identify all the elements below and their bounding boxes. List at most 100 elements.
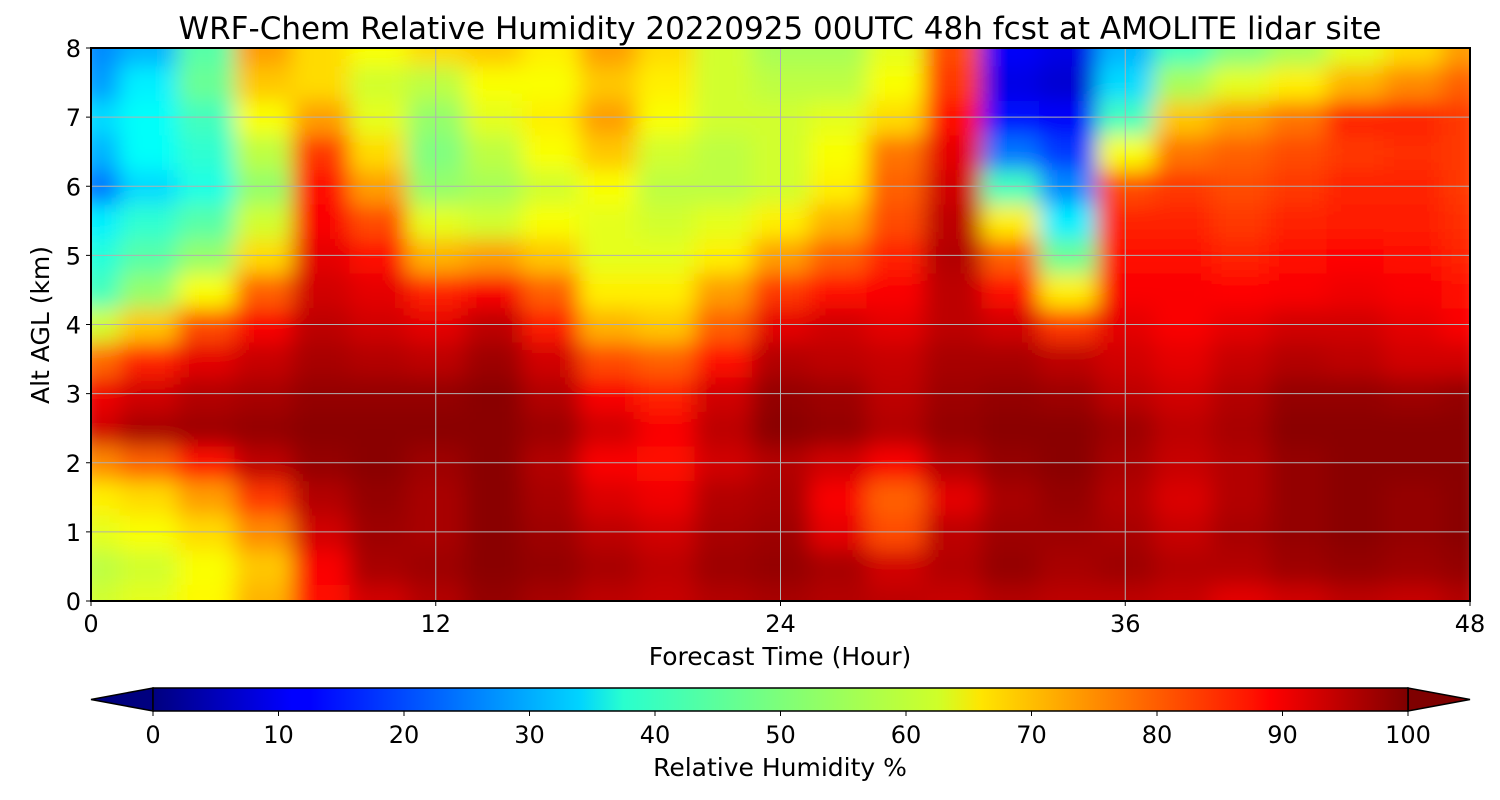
heatmap-cell xyxy=(866,445,926,482)
heatmap-cell xyxy=(1268,134,1328,170)
heatmap-cell xyxy=(119,169,179,205)
heatmap-cell xyxy=(1441,410,1470,447)
heatmap-cell xyxy=(292,410,351,447)
heatmap-cell xyxy=(694,410,753,447)
heatmap-cell xyxy=(981,341,1041,378)
heatmap-cell xyxy=(464,410,523,447)
heatmap-cell xyxy=(694,549,753,585)
heatmap-cell xyxy=(1154,514,1213,551)
heatmap-cell xyxy=(1154,134,1213,170)
heatmap-cell xyxy=(292,48,351,67)
colorbar-tick-label: 90 xyxy=(1267,721,1298,749)
heatmap-cell xyxy=(981,238,1041,274)
colorbar-tick-label: 50 xyxy=(765,721,796,749)
y-tick-label: 6 xyxy=(66,173,81,201)
heatmap-cell xyxy=(579,65,638,101)
heatmap-cell xyxy=(292,203,351,240)
colorbar-tick-label: 30 xyxy=(514,721,545,749)
heatmap-cell xyxy=(809,410,868,447)
heatmap-cell xyxy=(1383,272,1443,309)
heatmap-cell xyxy=(924,203,983,240)
heatmap-cell xyxy=(349,514,409,551)
heatmap-cell xyxy=(1268,169,1328,205)
heatmap-cell xyxy=(1039,410,1098,447)
heatmap-cell xyxy=(349,445,409,482)
heatmap-cell xyxy=(1383,203,1443,240)
heatmap-cell xyxy=(349,65,409,101)
heatmap-cell xyxy=(1441,238,1470,274)
heatmap-cell xyxy=(579,410,638,447)
heatmap-cell xyxy=(91,169,121,205)
heatmap-cell xyxy=(694,341,753,378)
heatmap-cell xyxy=(464,583,523,601)
heatmap-cell xyxy=(234,169,294,205)
heatmap-cell xyxy=(464,134,523,170)
heatmap-cell xyxy=(119,549,179,585)
heatmap-cell xyxy=(1211,549,1270,585)
heatmap-cell xyxy=(981,514,1041,551)
heatmap-cell xyxy=(292,272,351,309)
heatmap-cell xyxy=(1441,203,1470,240)
heatmap-cell xyxy=(924,238,983,274)
heatmap-cell xyxy=(981,410,1041,447)
heatmap-cell xyxy=(1326,410,1385,447)
heatmap-cell xyxy=(1268,238,1328,274)
heatmap-cell xyxy=(1154,48,1213,67)
heatmap-cell xyxy=(464,238,523,274)
heatmap-cell xyxy=(866,203,926,240)
heatmap-cell xyxy=(1154,480,1213,516)
heatmap-cell xyxy=(866,480,926,516)
x-tick-label: 0 xyxy=(83,610,98,638)
heatmap-cell xyxy=(1383,238,1443,274)
heatmap-cell xyxy=(751,48,811,67)
colorbar-tick-label: 10 xyxy=(263,721,294,749)
heatmap-cell xyxy=(119,272,179,309)
heatmap-cell xyxy=(579,583,638,601)
heatmap-cell xyxy=(349,272,409,309)
heatmap-cell xyxy=(981,134,1041,170)
heatmap-cell xyxy=(751,65,811,101)
heatmap-cell xyxy=(809,169,868,205)
heatmap-cell xyxy=(694,134,753,170)
y-tick-label: 7 xyxy=(66,104,81,132)
heatmap-cell xyxy=(349,583,409,601)
heatmap-cell xyxy=(177,169,236,205)
heatmap-cell xyxy=(924,65,983,101)
heatmap-cell xyxy=(809,341,868,378)
colorbar-tick-label: 40 xyxy=(640,721,671,749)
y-axis-label: Alt AGL (km) xyxy=(26,246,55,404)
heatmap-cell xyxy=(464,445,523,482)
heatmap-cell xyxy=(924,272,983,309)
heatmap-cell xyxy=(579,272,638,309)
heatmap-cell xyxy=(866,549,926,585)
heatmap-cell xyxy=(1441,272,1470,309)
heatmap-cell xyxy=(91,410,121,447)
heatmap-cell xyxy=(1154,65,1213,101)
heatmap-cell xyxy=(119,410,179,447)
heatmap-cell xyxy=(349,410,409,447)
colorbar-extend-low xyxy=(90,687,154,712)
heatmap-cell xyxy=(1268,410,1328,447)
heatmap-cell xyxy=(234,341,294,378)
heatmap-cell xyxy=(177,341,236,378)
heatmap-cell xyxy=(1383,65,1443,101)
heatmap-cell xyxy=(981,445,1041,482)
heatmap-cell xyxy=(234,583,294,601)
heatmap-cell xyxy=(866,514,926,551)
heatmap-cell xyxy=(1211,480,1270,516)
heatmap-cell xyxy=(751,410,811,447)
heatmap-cell xyxy=(924,48,983,67)
heatmap-cell xyxy=(292,169,351,205)
heatmap-cell xyxy=(636,410,696,447)
heatmap-cell xyxy=(1154,410,1213,447)
heatmap-cell xyxy=(579,169,638,205)
heatmap-cell xyxy=(579,480,638,516)
heatmap-cell xyxy=(1326,203,1385,240)
heatmap-cell xyxy=(866,410,926,447)
heatmap-cell xyxy=(981,272,1041,309)
heatmap-cell xyxy=(1268,514,1328,551)
heatmap-cell xyxy=(1039,134,1098,170)
heatmap-cell xyxy=(234,48,294,67)
heatmap-cell xyxy=(981,480,1041,516)
